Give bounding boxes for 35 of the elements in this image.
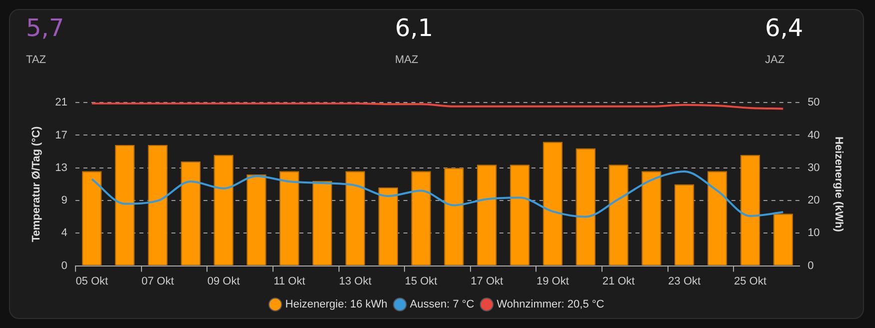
legend-label: Aussen: 7 °C [410, 298, 474, 311]
line-series [90, 170, 784, 218]
x-tick-label: 07 Okt [142, 275, 174, 288]
y-tick-label: 17 [55, 129, 68, 142]
text: 5,7 [26, 14, 64, 42]
text: TAZ [26, 54, 47, 66]
x-tick-label: 11 Okt [274, 275, 306, 288]
x-tick-label: 15 Okt [404, 275, 438, 288]
legend-label: Heizenergie: 16 kWh [285, 298, 388, 311]
y2-axis-title: Heizenergie (kWh) [832, 136, 844, 232]
y-tick-label: 21 [55, 96, 68, 109]
legend-label: Wohnzimmer: 20,5 °C [496, 298, 604, 311]
text: JAZ [765, 54, 786, 66]
y2-tick-label: 0 [808, 260, 814, 272]
x-tick-label: 05 Okt [76, 275, 108, 288]
x-tick-label: 19 Okt [536, 275, 569, 288]
y2-tick-label: 10 [808, 227, 820, 240]
y-tick-label: 9 [61, 194, 68, 207]
y-axis-title: Temperatur Ø/Tag (°C) [30, 126, 43, 242]
y-tick-label: 4 [61, 227, 68, 240]
text: MAZ [395, 54, 420, 66]
text: 6,4 [765, 14, 804, 42]
y2-tick-label: 20 [808, 194, 820, 207]
y2-tick-label: 30 [808, 162, 820, 174]
x-tick-label: 21 Okt [602, 275, 635, 288]
text: 6,1 [395, 14, 434, 42]
y-tick-label: 0 [61, 260, 68, 272]
x-tick-label: 13 Okt [339, 275, 372, 288]
x-tick-label: 09 Okt [207, 275, 240, 288]
x-tick-label: 23 Okt [668, 275, 701, 288]
y-tick-label: 13 [55, 162, 68, 174]
x-tick-label: 17 Okt [470, 275, 504, 288]
y2-tick-label: 40 [808, 129, 820, 142]
x-tick-label: 25 Okt [734, 275, 766, 288]
y2-tick-label: 50 [808, 96, 820, 109]
